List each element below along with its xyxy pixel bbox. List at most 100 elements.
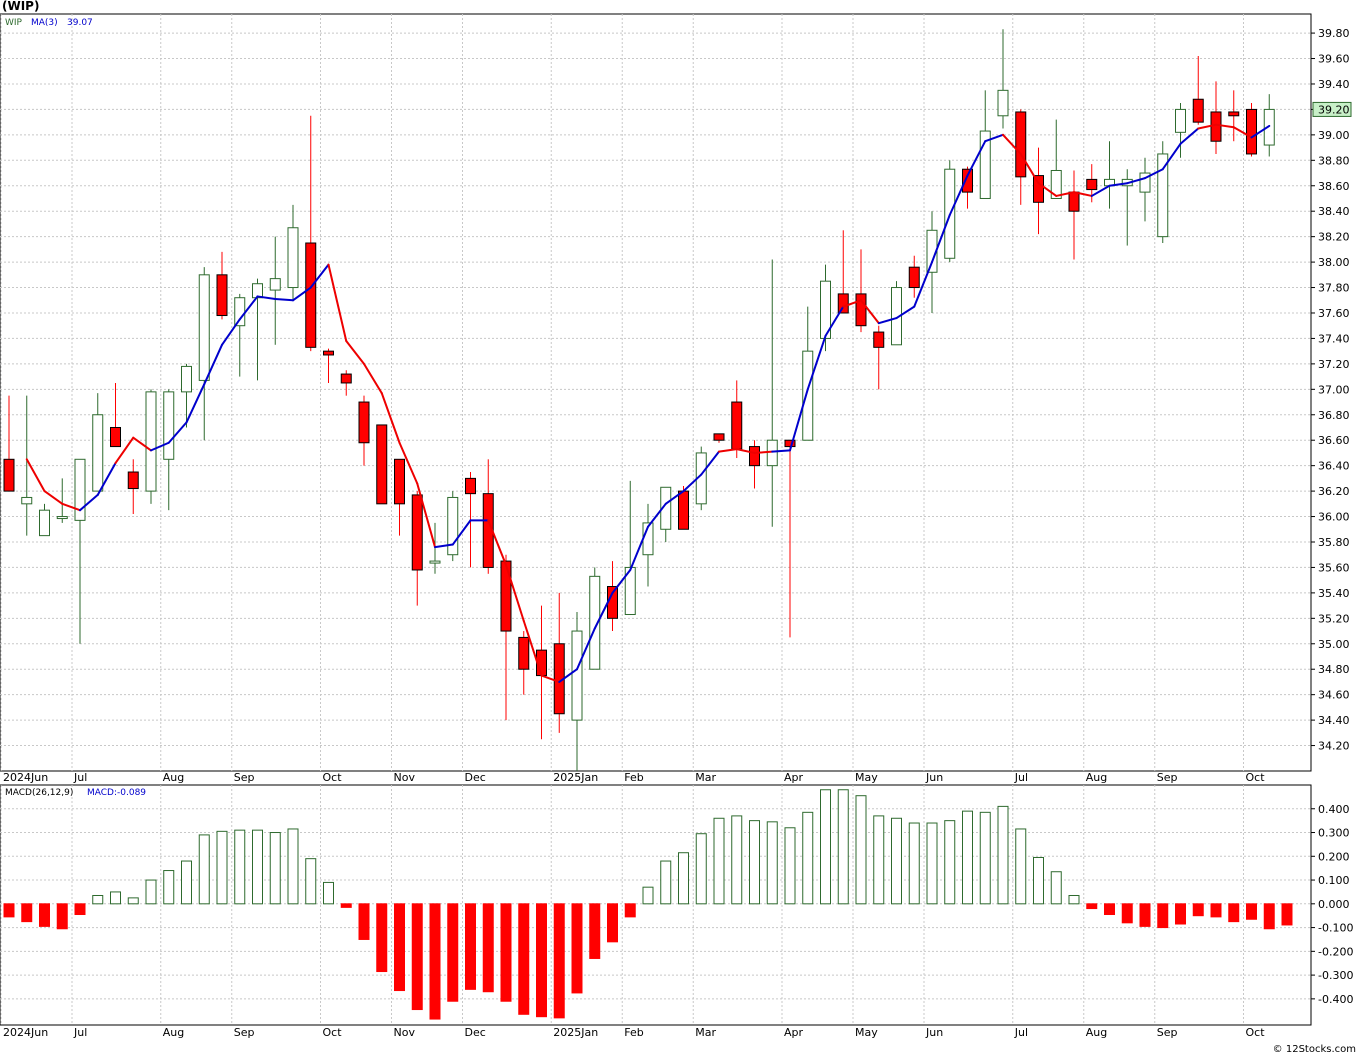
- ma-segment: [558, 668, 578, 683]
- ma-segment: [150, 441, 170, 452]
- candle: [447, 491, 459, 562]
- candle-body-up: [181, 365, 192, 393]
- price-tick-label: 36.00: [1318, 511, 1350, 524]
- ma-line: [25, 123, 1271, 683]
- ma-segment: [327, 263, 348, 342]
- candle-body-up: [802, 350, 814, 441]
- price-x-label: May: [855, 771, 878, 784]
- candle: [891, 281, 902, 346]
- price-x-label: Feb: [624, 771, 643, 784]
- candle-body-down: [908, 266, 920, 289]
- price-x-axis: 2024Jun Jul Aug Sep Oct Nov Dec 2025Jan Feb Mar Ap…: [3, 771, 1265, 784]
- ma-segment: [345, 339, 365, 365]
- macd-bar-positive: [198, 834, 210, 905]
- macd-tick-label: -0.200: [1318, 945, 1353, 958]
- ma-segment: [522, 619, 543, 677]
- macd-bar-negative: [429, 903, 441, 1020]
- candle: [181, 363, 192, 428]
- macd-bar-negative: [358, 903, 370, 940]
- macd-bar-negative: [447, 903, 459, 1002]
- legend-macd-value: MACD:-0.089: [87, 788, 146, 798]
- macd-bar-positive: [802, 811, 814, 905]
- ma-segment: [61, 502, 81, 512]
- macd-bar-negative: [1175, 903, 1186, 925]
- macd-x-label: Apr: [784, 1026, 804, 1039]
- legend-macd-label: MACD(26,12,9): [5, 788, 73, 798]
- macd-bar-negative: [1210, 903, 1222, 918]
- price-tick-label: 38.40: [1318, 205, 1350, 218]
- ma-segment: [789, 388, 809, 452]
- price-x-label: 2025Jan: [553, 771, 598, 784]
- ma-segment: [487, 519, 507, 566]
- candle: [1015, 109, 1027, 205]
- candle: [571, 611, 583, 771]
- macd-bar-positive: [695, 833, 707, 905]
- ma-segment: [1090, 184, 1111, 197]
- ma-segment: [664, 490, 685, 505]
- ma-segment: [309, 263, 330, 289]
- candle: [411, 491, 423, 606]
- candle: [39, 503, 50, 537]
- macd-x-label: Aug: [163, 1026, 184, 1039]
- ma-segment: [203, 343, 223, 386]
- macd-bar-positive: [766, 821, 778, 905]
- price-tick-label: 37.80: [1318, 282, 1350, 295]
- ma-segment: [611, 568, 632, 594]
- macd-legend: MACD(26,12,9) MACD:-0.089: [5, 788, 146, 798]
- candle-body-down: [678, 490, 689, 530]
- macd-bar-positive: [944, 820, 956, 905]
- macd-x-label: 2025Jan: [553, 1026, 598, 1039]
- candle: [21, 395, 33, 536]
- macd-bar-negative: [3, 903, 15, 918]
- candle-body-up: [1139, 172, 1151, 193]
- ma-segment: [451, 519, 472, 546]
- candle-body-up: [447, 496, 459, 556]
- candle: [56, 478, 68, 523]
- candle-body-down: [1015, 111, 1027, 178]
- macd-bar-negative: [1139, 903, 1151, 927]
- candle: [997, 29, 1009, 129]
- macd-tick-label: 0.200: [1318, 850, 1350, 863]
- macd-bar-positive: [110, 891, 121, 905]
- macd-bar-negative: [1104, 903, 1115, 916]
- candles: [3, 29, 1275, 771]
- candle: [305, 115, 317, 352]
- candle: [518, 631, 530, 695]
- candle: [323, 348, 334, 383]
- macd-x-axis: 2024Jun Jul Aug Sep Oct Nov Dec 2025Jan Feb Mar Ap…: [3, 1026, 1265, 1039]
- macd-bar-negative: [482, 903, 494, 993]
- macd-x-label: Nov: [394, 1026, 416, 1039]
- last-price-box: [1312, 101, 1352, 117]
- price-x-label: Aug: [163, 771, 184, 784]
- candle: [287, 204, 299, 301]
- price-x-label: Oct: [1246, 771, 1266, 784]
- ma-segment: [256, 295, 277, 300]
- candle: [216, 251, 228, 320]
- candle: [784, 439, 796, 638]
- candle-body-down: [837, 293, 849, 314]
- candle-body-down: [340, 373, 352, 384]
- ma-segment: [629, 525, 649, 571]
- ma-segment: [1250, 124, 1271, 139]
- candle: [802, 306, 814, 441]
- macd-bar-positive: [1015, 828, 1027, 905]
- macd-bar-positive: [731, 815, 743, 905]
- candle: [163, 389, 175, 511]
- candle-body-up: [429, 560, 441, 564]
- macd-x-label: Sep: [1157, 1026, 1178, 1039]
- ma-segment: [238, 295, 259, 321]
- macd-tick-label: -0.100: [1318, 922, 1353, 935]
- price-x-label: Nov: [394, 771, 416, 784]
- candle-body-down: [500, 560, 512, 632]
- macd-bar-negative: [1246, 903, 1257, 920]
- candle-body-down: [962, 168, 973, 193]
- macd-tick-label: -0.400: [1318, 993, 1353, 1006]
- ma-segment: [718, 448, 738, 453]
- price-x-label: Sep: [234, 771, 255, 784]
- macd-bar-positive: [678, 852, 689, 905]
- macd-bar-positive: [1050, 871, 1062, 905]
- macd-x-label: Oct: [323, 1026, 343, 1039]
- ma-segment: [1108, 182, 1129, 187]
- candle-body-down: [1068, 191, 1080, 212]
- candle: [340, 370, 352, 396]
